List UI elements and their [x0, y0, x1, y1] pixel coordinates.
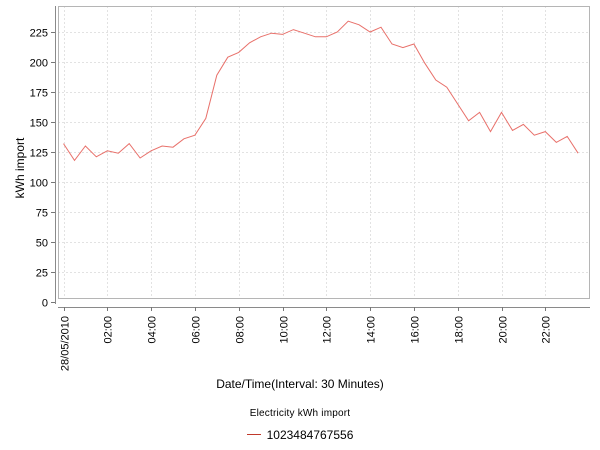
- y-tick-label: 0: [42, 298, 48, 310]
- x-tick-label: 14:00: [366, 316, 378, 344]
- grid-lines: [58, 6, 589, 298]
- x-tick-label: 12:00: [322, 316, 334, 344]
- y-tick-label: 150: [30, 118, 48, 130]
- x-tick-label: 08:00: [235, 316, 247, 344]
- y-tick-label: 75: [36, 208, 48, 220]
- legend-entry-label: 1023484767556: [266, 428, 354, 442]
- legend-title: Electricity kWh import: [249, 408, 351, 419]
- y-tick-label: 175: [30, 88, 48, 100]
- y-tick-label: 100: [30, 178, 48, 190]
- x-tick-label: 16:00: [410, 316, 422, 344]
- y-axis-title: kWh import: [13, 137, 27, 199]
- x-tick-label: 10:00: [279, 316, 291, 344]
- y-tick-label: 125: [30, 148, 48, 160]
- y-tick-label: 200: [30, 58, 48, 70]
- plot-frame: [55, 6, 590, 308]
- series-line-1023484767556: [63, 20, 579, 162]
- x-axis-title: Date/Time(Interval: 30 Minutes): [216, 377, 384, 391]
- y-axis: 0 25 50 75 100 125 150 175 200 225: [30, 28, 55, 310]
- legend-line-swatch-icon: [246, 434, 261, 436]
- x-axis: 28/05/2010 02:00 04:00 06:00 08:00 10:00 12:00…: [60, 307, 553, 371]
- x-tick-label: 18:00: [454, 316, 466, 344]
- line-chart: 0 25 50 75 100 125 150 175 200 225 28/05/2010 02:0…: [30, 6, 590, 371]
- x-tick-label: 28/05/2010: [60, 316, 72, 371]
- x-tick-label: 22:00: [541, 316, 553, 344]
- plot-border: [58, 6, 590, 299]
- legend-entry: 1023484767556: [0, 428, 600, 442]
- x-tick-label: 06:00: [191, 316, 203, 344]
- x-tick-label: 20:00: [498, 316, 510, 344]
- y-tick-label: 225: [30, 28, 48, 40]
- y-tick-label: 25: [36, 268, 48, 280]
- y-tick-label: 50: [36, 238, 48, 250]
- x-tick-label: 02:00: [103, 316, 115, 344]
- x-tick-label: 04:00: [147, 316, 159, 344]
